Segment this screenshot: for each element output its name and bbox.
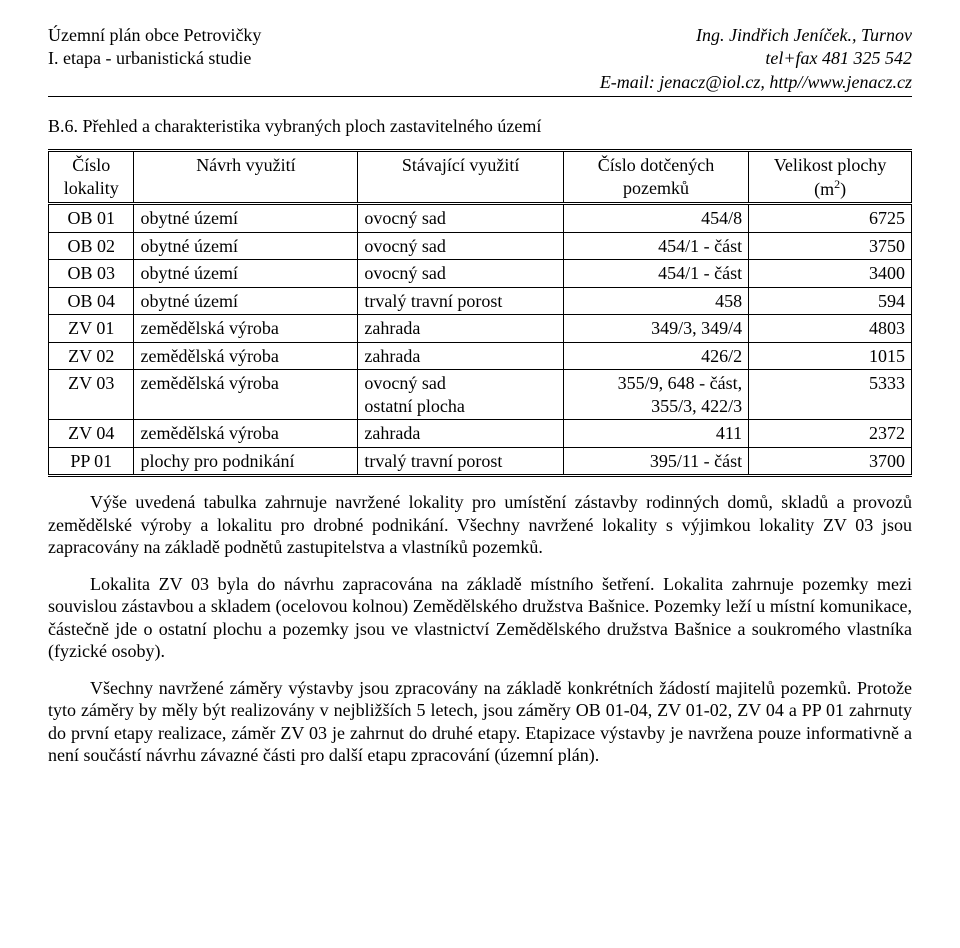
cell-stav: ovocný sad (358, 204, 564, 233)
cell-pozemky: 454/8 (563, 204, 748, 233)
page-header: Územní plán obce Petrovičky I. etapa - u… (48, 24, 912, 69)
cell-navrh: zemědělská výroba (134, 342, 358, 370)
cell-velikost: 3400 (749, 260, 912, 288)
cell-lokality: ZV 01 (49, 315, 134, 343)
cell-velikost: 3700 (749, 447, 912, 476)
col-stavajici: Stávající využití (358, 151, 564, 204)
cell-stav: trvalý travní porost (358, 287, 564, 315)
table-row: ZV 01 zemědělská výroba zahrada 349/3, 3… (49, 315, 912, 343)
col-velikost-l2-pre: (m (814, 179, 834, 199)
cell-stav: zahrada (358, 315, 564, 343)
cell-pozemky: 426/2 (563, 342, 748, 370)
table-row: ZV 04 zemědělská výroba zahrada 411 2372 (49, 420, 912, 448)
col-velikost-l1: Velikost plochy (774, 155, 887, 175)
cell-pozemky: 458 (563, 287, 748, 315)
cell-pozemky: 454/1 - část (563, 260, 748, 288)
cell-pozemky-l2: 355/3, 422/3 (651, 396, 742, 416)
cell-velikost: 6725 (749, 204, 912, 233)
table-row: PP 01 plochy pro podnikání trvalý travní… (49, 447, 912, 476)
cell-lokality: ZV 02 (49, 342, 134, 370)
cell-navrh: obytné území (134, 260, 358, 288)
cell-lokality: OB 04 (49, 287, 134, 315)
col-velikost: Velikost plochy (m2) (749, 151, 912, 204)
cell-pozemky: 349/3, 349/4 (563, 315, 748, 343)
doc-subtitle: I. etapa - urbanistická studie (48, 47, 261, 70)
cell-stav: ovocný sad (358, 232, 564, 260)
cell-navrh: obytné území (134, 204, 358, 233)
col-lokality: Číslo lokality (49, 151, 134, 204)
table-row: OB 01 obytné území ovocný sad 454/8 6725 (49, 204, 912, 233)
table-row: OB 02 obytné území ovocný sad 454/1 - čá… (49, 232, 912, 260)
cell-lokality: ZV 04 (49, 420, 134, 448)
paragraph-3: Všechny navržené záměry výstavby jsou zp… (48, 677, 912, 767)
col-pozemky-l2: pozemků (623, 178, 689, 198)
lokality-table: Číslo lokality Návrh využití Stávající v… (48, 149, 912, 477)
email-line: E-mail: jenacz@iol.cz, http//www.jenacz.… (48, 71, 912, 94)
col-pozemky: Číslo dotčených pozemků (563, 151, 748, 204)
cell-pozemky: 355/9, 648 - část, 355/3, 422/3 (563, 370, 748, 420)
cell-lokality: OB 03 (49, 260, 134, 288)
cell-pozemky: 454/1 - část (563, 232, 748, 260)
header-left: Územní plán obce Petrovičky I. etapa - u… (48, 24, 261, 69)
cell-stav: ovocný sad ostatní plocha (358, 370, 564, 420)
cell-navrh: obytné území (134, 232, 358, 260)
table-row: OB 03 obytné území ovocný sad 454/1 - čá… (49, 260, 912, 288)
cell-lokality: OB 02 (49, 232, 134, 260)
doc-title: Územní plán obce Petrovičky (48, 24, 261, 47)
cell-pozemky: 395/11 - část (563, 447, 748, 476)
cell-navrh: zemědělská výroba (134, 370, 358, 420)
cell-lokality: PP 01 (49, 447, 134, 476)
author-line: Ing. Jindřich Jeníček., Turnov (696, 24, 912, 47)
col-lokality-l2: lokality (64, 178, 119, 198)
cell-velikost: 1015 (749, 342, 912, 370)
cell-stav: zahrada (358, 342, 564, 370)
cell-stav: zahrada (358, 420, 564, 448)
cell-velikost: 4803 (749, 315, 912, 343)
cell-stav-l1: ovocný sad (364, 373, 445, 393)
cell-velikost: 5333 (749, 370, 912, 420)
cell-navrh: obytné území (134, 287, 358, 315)
cell-velikost: 2372 (749, 420, 912, 448)
cell-pozemky-l1: 355/9, 648 - část, (618, 373, 742, 393)
table-row: OB 04 obytné území trvalý travní porost … (49, 287, 912, 315)
table-header-row: Číslo lokality Návrh využití Stávající v… (49, 151, 912, 204)
cell-navrh: plochy pro podnikání (134, 447, 358, 476)
header-right: Ing. Jindřich Jeníček., Turnov tel+fax 4… (696, 24, 912, 69)
cell-stav: trvalý travní porost (358, 447, 564, 476)
cell-velikost: 594 (749, 287, 912, 315)
section-title: B.6. Přehled a charakteristika vybraných… (48, 115, 912, 138)
cell-pozemky: 411 (563, 420, 748, 448)
table-row: ZV 03 zemědělská výroba ovocný sad ostat… (49, 370, 912, 420)
cell-velikost: 3750 (749, 232, 912, 260)
cell-navrh: zemědělská výroba (134, 420, 358, 448)
col-lokality-l1: Číslo (72, 155, 110, 175)
paragraph-1: Výše uvedená tabulka zahrnuje navržené l… (48, 491, 912, 559)
paragraph-2: Lokalita ZV 03 byla do návrhu zapracován… (48, 573, 912, 663)
header-rule (48, 96, 912, 97)
cell-navrh: zemědělská výroba (134, 315, 358, 343)
cell-lokality: OB 01 (49, 204, 134, 233)
cell-stav: ovocný sad (358, 260, 564, 288)
col-velikost-l2-post: ) (840, 179, 846, 199)
contact-line: tel+fax 481 325 542 (696, 47, 912, 70)
cell-stav-l2: ostatní plocha (364, 396, 464, 416)
cell-lokality: ZV 03 (49, 370, 134, 420)
table-row: ZV 02 zemědělská výroba zahrada 426/2 10… (49, 342, 912, 370)
col-navrh: Návrh využití (134, 151, 358, 204)
col-pozemky-l1: Číslo dotčených (598, 155, 714, 175)
